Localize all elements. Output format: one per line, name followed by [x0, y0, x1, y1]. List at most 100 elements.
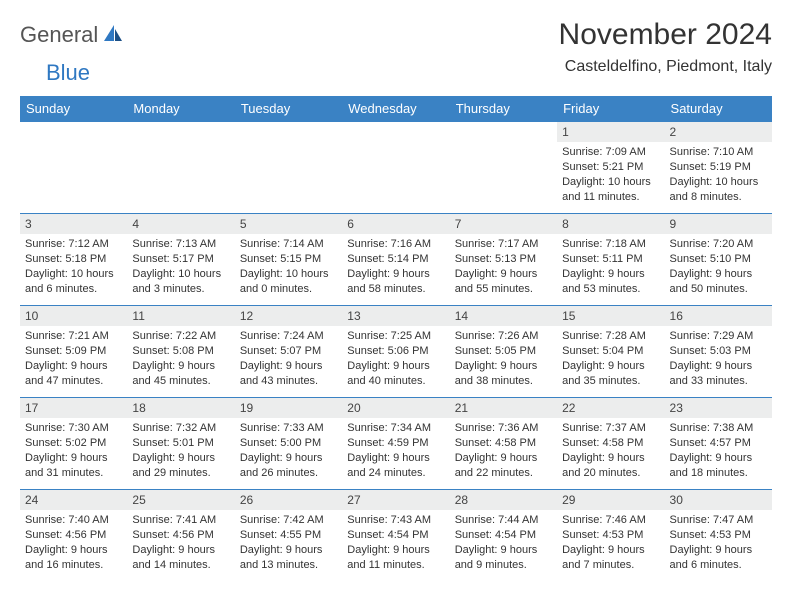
- calendar-day-cell: 14Sunrise: 7:26 AMSunset: 5:05 PMDayligh…: [450, 306, 557, 398]
- calendar-day-cell: 30Sunrise: 7:47 AMSunset: 4:53 PMDayligh…: [665, 490, 772, 582]
- day-line-d1: Daylight: 10 hours: [132, 267, 229, 282]
- day-line-sr: Sunrise: 7:43 AM: [347, 513, 444, 528]
- calendar-empty-cell: [20, 122, 127, 214]
- day-line-d2: and 33 minutes.: [670, 374, 767, 389]
- day-number: 10: [20, 306, 127, 326]
- day-line-sr: Sunrise: 7:30 AM: [25, 421, 122, 436]
- day-line-ss: Sunset: 5:01 PM: [132, 436, 229, 451]
- calendar-week-row: 10Sunrise: 7:21 AMSunset: 5:09 PMDayligh…: [20, 306, 772, 398]
- month-title: November 2024: [559, 18, 772, 52]
- day-number: 6: [342, 214, 449, 234]
- day-line-ss: Sunset: 5:04 PM: [562, 344, 659, 359]
- day-details: Sunrise: 7:12 AMSunset: 5:18 PMDaylight:…: [20, 234, 127, 300]
- day-details: Sunrise: 7:29 AMSunset: 5:03 PMDaylight:…: [665, 326, 772, 392]
- calendar-empty-cell: [127, 122, 234, 214]
- day-line-d1: Daylight: 9 hours: [562, 359, 659, 374]
- day-line-d2: and 40 minutes.: [347, 374, 444, 389]
- day-details: Sunrise: 7:33 AMSunset: 5:00 PMDaylight:…: [235, 418, 342, 484]
- day-number: 15: [557, 306, 664, 326]
- day-line-d1: Daylight: 9 hours: [240, 451, 337, 466]
- day-details: Sunrise: 7:20 AMSunset: 5:10 PMDaylight:…: [665, 234, 772, 300]
- day-line-d1: Daylight: 9 hours: [670, 267, 767, 282]
- day-line-d2: and 31 minutes.: [25, 466, 122, 481]
- day-line-d1: Daylight: 9 hours: [670, 451, 767, 466]
- calendar-day-cell: 27Sunrise: 7:43 AMSunset: 4:54 PMDayligh…: [342, 490, 449, 582]
- day-number: 26: [235, 490, 342, 510]
- day-line-d2: and 14 minutes.: [132, 558, 229, 573]
- calendar-day-cell: 9Sunrise: 7:20 AMSunset: 5:10 PMDaylight…: [665, 214, 772, 306]
- calendar-day-cell: 8Sunrise: 7:18 AMSunset: 5:11 PMDaylight…: [557, 214, 664, 306]
- day-line-ss: Sunset: 5:10 PM: [670, 252, 767, 267]
- day-line-d2: and 7 minutes.: [562, 558, 659, 573]
- day-line-sr: Sunrise: 7:44 AM: [455, 513, 552, 528]
- day-line-d1: Daylight: 9 hours: [25, 543, 122, 558]
- day-details: Sunrise: 7:43 AMSunset: 4:54 PMDaylight:…: [342, 510, 449, 576]
- calendar-table: Sunday Monday Tuesday Wednesday Thursday…: [20, 96, 772, 582]
- day-number: 29: [557, 490, 664, 510]
- day-line-sr: Sunrise: 7:25 AM: [347, 329, 444, 344]
- day-details: Sunrise: 7:47 AMSunset: 4:53 PMDaylight:…: [665, 510, 772, 576]
- calendar-day-cell: 26Sunrise: 7:42 AMSunset: 4:55 PMDayligh…: [235, 490, 342, 582]
- logo-text-general: General: [20, 22, 98, 48]
- day-line-sr: Sunrise: 7:40 AM: [25, 513, 122, 528]
- day-line-ss: Sunset: 5:14 PM: [347, 252, 444, 267]
- day-line-ss: Sunset: 5:07 PM: [240, 344, 337, 359]
- day-line-d2: and 50 minutes.: [670, 282, 767, 297]
- day-number: 11: [127, 306, 234, 326]
- day-line-ss: Sunset: 4:59 PM: [347, 436, 444, 451]
- day-line-ss: Sunset: 5:18 PM: [25, 252, 122, 267]
- day-line-d2: and 0 minutes.: [240, 282, 337, 297]
- day-details: Sunrise: 7:25 AMSunset: 5:06 PMDaylight:…: [342, 326, 449, 392]
- day-line-d1: Daylight: 9 hours: [132, 543, 229, 558]
- day-number: 18: [127, 398, 234, 418]
- day-number: 23: [665, 398, 772, 418]
- day-line-d1: Daylight: 9 hours: [25, 451, 122, 466]
- dow-sunday: Sunday: [20, 96, 127, 122]
- day-number: 20: [342, 398, 449, 418]
- calendar-day-cell: 10Sunrise: 7:21 AMSunset: 5:09 PMDayligh…: [20, 306, 127, 398]
- day-line-sr: Sunrise: 7:09 AM: [562, 145, 659, 160]
- day-line-ss: Sunset: 5:11 PM: [562, 252, 659, 267]
- logo: General: [20, 22, 126, 48]
- day-line-d1: Daylight: 10 hours: [25, 267, 122, 282]
- day-line-d1: Daylight: 9 hours: [455, 543, 552, 558]
- day-line-ss: Sunset: 4:56 PM: [132, 528, 229, 543]
- day-line-ss: Sunset: 4:56 PM: [25, 528, 122, 543]
- day-line-d2: and 18 minutes.: [670, 466, 767, 481]
- calendar-day-cell: 3Sunrise: 7:12 AMSunset: 5:18 PMDaylight…: [20, 214, 127, 306]
- calendar-day-cell: 1Sunrise: 7:09 AMSunset: 5:21 PMDaylight…: [557, 122, 664, 214]
- day-number: 3: [20, 214, 127, 234]
- day-line-d2: and 38 minutes.: [455, 374, 552, 389]
- calendar-day-cell: 18Sunrise: 7:32 AMSunset: 5:01 PMDayligh…: [127, 398, 234, 490]
- day-line-d1: Daylight: 9 hours: [562, 543, 659, 558]
- day-line-sr: Sunrise: 7:12 AM: [25, 237, 122, 252]
- calendar-day-cell: 7Sunrise: 7:17 AMSunset: 5:13 PMDaylight…: [450, 214, 557, 306]
- day-line-d2: and 11 minutes.: [347, 558, 444, 573]
- day-details: Sunrise: 7:41 AMSunset: 4:56 PMDaylight:…: [127, 510, 234, 576]
- day-line-d2: and 29 minutes.: [132, 466, 229, 481]
- day-line-d1: Daylight: 9 hours: [347, 543, 444, 558]
- day-details: Sunrise: 7:42 AMSunset: 4:55 PMDaylight:…: [235, 510, 342, 576]
- calendar-day-cell: 22Sunrise: 7:37 AMSunset: 4:58 PMDayligh…: [557, 398, 664, 490]
- day-number: 24: [20, 490, 127, 510]
- day-line-d2: and 47 minutes.: [25, 374, 122, 389]
- day-number: 13: [342, 306, 449, 326]
- day-number: 25: [127, 490, 234, 510]
- day-line-ss: Sunset: 5:13 PM: [455, 252, 552, 267]
- calendar-day-cell: 25Sunrise: 7:41 AMSunset: 4:56 PMDayligh…: [127, 490, 234, 582]
- day-line-d1: Daylight: 10 hours: [240, 267, 337, 282]
- day-line-ss: Sunset: 5:09 PM: [25, 344, 122, 359]
- day-number: 16: [665, 306, 772, 326]
- day-details: Sunrise: 7:44 AMSunset: 4:54 PMDaylight:…: [450, 510, 557, 576]
- day-line-d2: and 9 minutes.: [455, 558, 552, 573]
- day-number: 4: [127, 214, 234, 234]
- calendar-day-cell: 4Sunrise: 7:13 AMSunset: 5:17 PMDaylight…: [127, 214, 234, 306]
- day-line-sr: Sunrise: 7:24 AM: [240, 329, 337, 344]
- calendar-page: General November 2024 Casteldelfino, Pie…: [0, 0, 792, 612]
- day-line-d1: Daylight: 10 hours: [562, 175, 659, 190]
- dow-saturday: Saturday: [665, 96, 772, 122]
- day-number: 2: [665, 122, 772, 142]
- day-line-d2: and 58 minutes.: [347, 282, 444, 297]
- calendar-day-cell: 21Sunrise: 7:36 AMSunset: 4:58 PMDayligh…: [450, 398, 557, 490]
- day-details: Sunrise: 7:24 AMSunset: 5:07 PMDaylight:…: [235, 326, 342, 392]
